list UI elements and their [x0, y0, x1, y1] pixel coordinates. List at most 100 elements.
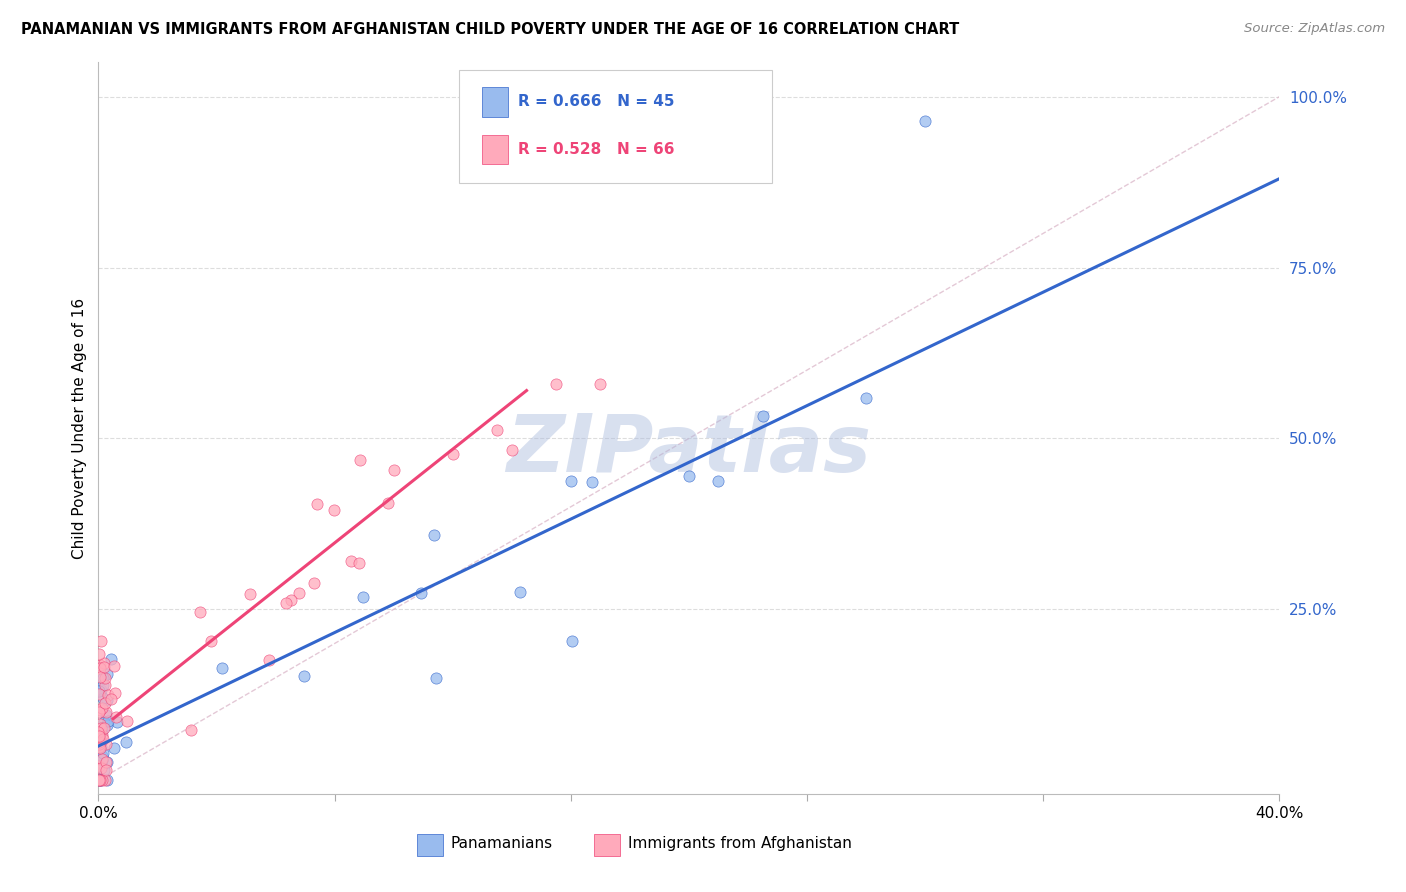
Point [105, 710, 128, 724]
Point [276, 596, 298, 610]
Point [257, 653, 280, 667]
Point [89, 740, 111, 755]
Point [89, 740, 111, 755]
Point [89, 773, 111, 788]
Point [486, 423, 509, 437]
Text: R = 0.666   N = 45: R = 0.666 N = 45 [517, 95, 675, 110]
Point [87, 737, 110, 751]
Point [347, 557, 370, 571]
Point [280, 593, 302, 607]
Text: R = 0.528   N = 66: R = 0.528 N = 66 [517, 142, 675, 157]
Point [200, 634, 222, 648]
Point [90, 721, 112, 735]
Point [94, 678, 117, 692]
Point [89, 724, 111, 739]
Point [96, 755, 118, 769]
Point [411, 586, 433, 600]
Point [90, 773, 112, 788]
FancyBboxPatch shape [458, 70, 772, 183]
Point [382, 463, 405, 477]
Point [292, 669, 315, 683]
Point [352, 590, 374, 604]
Point [89, 734, 111, 748]
Point [89, 737, 111, 751]
Point [188, 605, 211, 619]
Point [89, 658, 111, 673]
Point [93, 656, 115, 670]
Point [93, 721, 115, 735]
Point [425, 671, 447, 685]
Point [89, 734, 111, 748]
Point [546, 376, 568, 391]
Point [103, 740, 125, 755]
Point [581, 475, 603, 489]
Text: PANAMANIAN VS IMMIGRANTS FROM AFGHANISTAN CHILD POVERTY UNDER THE AGE OF 16 CORR: PANAMANIAN VS IMMIGRANTS FROM AFGHANISTA… [21, 22, 959, 37]
Point [89, 661, 111, 675]
Point [93, 763, 115, 777]
Point [91, 728, 114, 742]
Point [94, 756, 117, 770]
Point [91, 731, 114, 746]
Point [89, 731, 111, 746]
Point [91, 724, 114, 739]
Text: Source: ZipAtlas.com: Source: ZipAtlas.com [1244, 22, 1385, 36]
Point [340, 554, 363, 568]
Point [96, 773, 118, 788]
Point [97, 688, 120, 702]
Point [91, 752, 114, 766]
Point [96, 693, 118, 707]
Point [94, 763, 117, 777]
Point [89, 773, 111, 788]
Point [180, 723, 202, 738]
Point [87, 773, 110, 788]
Point [87, 773, 110, 788]
FancyBboxPatch shape [482, 87, 508, 117]
Point [97, 714, 120, 729]
Point [90, 753, 112, 767]
Point [239, 587, 262, 601]
Point [302, 576, 325, 591]
Point [89, 703, 111, 717]
Point [91, 701, 114, 715]
Point [377, 495, 399, 509]
Point [87, 737, 110, 751]
Point [91, 747, 114, 761]
Point [90, 773, 112, 788]
Point [114, 735, 136, 749]
Point [90, 682, 112, 697]
Point [914, 113, 936, 128]
Point [89, 773, 111, 788]
Point [94, 708, 117, 723]
Point [855, 392, 877, 406]
Point [105, 714, 128, 729]
Point [87, 687, 110, 701]
Point [91, 671, 114, 685]
Point [87, 705, 110, 719]
Point [90, 634, 112, 648]
Point [89, 670, 111, 684]
Point [94, 773, 117, 788]
Text: Immigrants from Afghanistan: Immigrants from Afghanistan [627, 836, 852, 851]
Point [93, 715, 115, 730]
Point [707, 474, 730, 488]
Point [501, 442, 523, 457]
Point [87, 724, 110, 739]
Point [100, 651, 122, 665]
Point [441, 447, 464, 461]
Point [100, 692, 122, 706]
Point [103, 659, 125, 673]
Point [87, 730, 110, 744]
Point [87, 727, 110, 741]
Point [307, 497, 329, 511]
Point [288, 586, 311, 600]
Point [115, 714, 138, 728]
Point [96, 718, 118, 732]
Point [211, 660, 233, 674]
Point [90, 761, 112, 775]
Point [560, 474, 582, 488]
Point [322, 502, 344, 516]
Point [91, 677, 114, 691]
Point [349, 452, 371, 467]
Point [91, 748, 114, 763]
Point [91, 690, 114, 705]
